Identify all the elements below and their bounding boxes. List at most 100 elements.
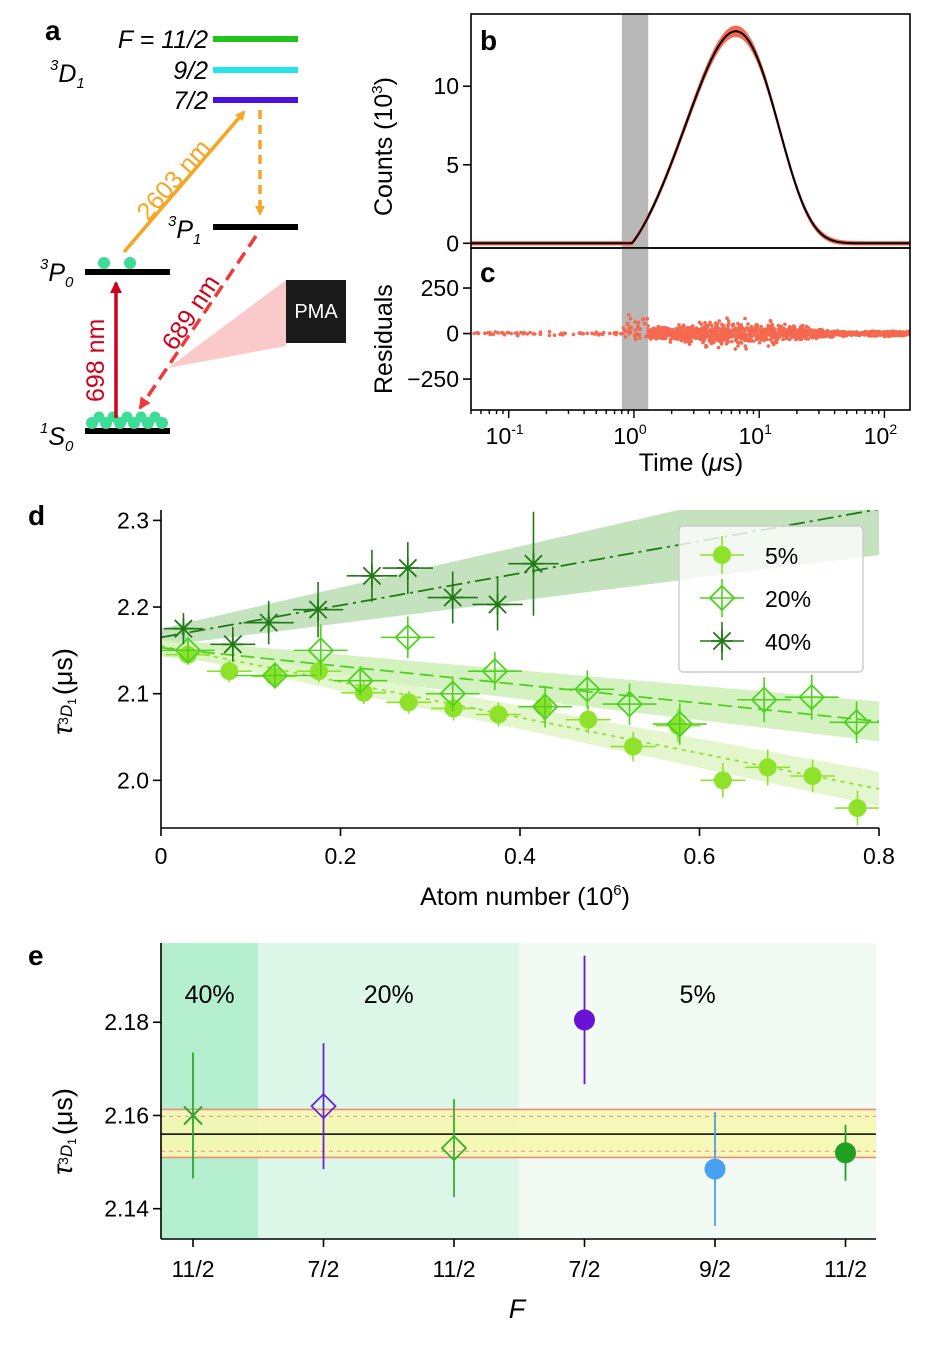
residual-point — [677, 326, 682, 330]
residual-point — [807, 332, 811, 337]
residual-point — [669, 328, 673, 332]
chart-c-xtick-label: 10-1 — [486, 421, 524, 449]
residual-point — [786, 333, 790, 338]
residual-point — [682, 333, 686, 337]
residual-point — [633, 328, 637, 332]
data-marker — [174, 619, 193, 638]
residual-point — [693, 333, 697, 338]
data-marker — [183, 1105, 203, 1126]
data-marker — [310, 1092, 337, 1120]
residual-point — [704, 343, 708, 348]
residual-point — [645, 316, 650, 321]
legend-label: 40% — [765, 629, 811, 655]
residual-point — [601, 330, 606, 335]
data-marker — [488, 595, 507, 614]
chart-d-legend: 5% 20% 40% — [678, 525, 864, 673]
data-marker — [704, 1158, 726, 1180]
data-marker — [750, 686, 778, 714]
residual-point — [483, 331, 487, 336]
residual-point — [686, 332, 691, 337]
residual-point — [747, 330, 752, 335]
residual-point — [728, 329, 732, 334]
chart-d-ytick-label: 2.2 — [117, 594, 149, 620]
residual-point — [721, 324, 725, 329]
residual-point — [730, 339, 734, 344]
residual-point — [641, 317, 645, 322]
residual-point — [710, 323, 714, 328]
chart-d-series-40pct — [163, 511, 559, 662]
chart-e-region-label: 5% — [680, 981, 716, 1009]
data-marker — [354, 683, 373, 702]
data-marker — [848, 799, 867, 818]
residual-point — [858, 332, 862, 336]
transition-689-arrow — [138, 235, 258, 410]
residual-point — [746, 333, 751, 338]
label-f-9-2: 9/2 — [173, 57, 208, 85]
residual-point — [749, 324, 754, 329]
residual-point — [615, 331, 619, 335]
chart-e-lifetime-by-f: e 40% 20% 5% 2.14 2.16 2.18 11/2 7/2 11/2 7/2 9/2… — [28, 940, 876, 1324]
residual-point — [636, 320, 641, 325]
data-point — [341, 681, 387, 705]
residual-point — [846, 332, 850, 337]
chart-e-ytick-label: 2.18 — [104, 1009, 149, 1035]
residual-point — [710, 327, 714, 331]
residual-point — [561, 333, 565, 337]
data-marker — [574, 1009, 595, 1031]
residual-point — [833, 329, 838, 334]
residual-point — [668, 340, 673, 344]
data-marker — [362, 566, 382, 586]
residual-point — [739, 341, 744, 345]
residual-point — [740, 332, 745, 336]
residual-point — [750, 330, 755, 335]
residual-point — [646, 324, 650, 328]
pma-label: PMA — [294, 301, 338, 323]
residual-point — [680, 336, 684, 341]
residual-point — [656, 335, 661, 339]
data-marker — [223, 635, 243, 654]
residual-point — [899, 330, 904, 335]
residual-point — [770, 333, 774, 338]
legend-label: 5% — [765, 543, 798, 569]
residual-point — [642, 321, 647, 326]
residual-point — [608, 331, 612, 336]
data-point — [292, 581, 344, 638]
residual-point — [638, 336, 642, 340]
residual-point — [776, 323, 781, 328]
residual-point — [768, 318, 773, 323]
chart-d-series-5pct — [165, 644, 879, 826]
chart-d-xtick-label: 0.6 — [684, 843, 716, 869]
residual-point — [612, 331, 616, 336]
label-f-7-2: 7/2 — [173, 87, 208, 115]
residual-point — [672, 336, 676, 340]
residual-point — [750, 339, 754, 343]
chart-e-point — [310, 1043, 337, 1170]
data-point — [560, 670, 615, 709]
data-point — [784, 674, 839, 720]
residual-point — [633, 320, 638, 324]
chart-b-ytick-label: 5 — [446, 152, 459, 178]
panel-label-c: c — [480, 257, 496, 288]
residual-point — [879, 332, 883, 337]
label-3p0: 3P0 — [40, 256, 74, 291]
chart-c-xtick-label: 101 — [738, 421, 772, 449]
residual-point — [590, 331, 594, 336]
chart-c-ytick-label: 0 — [446, 321, 459, 347]
residual-point — [661, 331, 666, 335]
residual-point — [687, 342, 692, 347]
residual-point — [704, 323, 708, 328]
residual-point — [804, 324, 809, 329]
chart-e-xtick-label: 9/2 — [699, 1256, 731, 1282]
residual-point — [513, 331, 518, 335]
residual-point — [476, 331, 481, 336]
residual-point — [741, 336, 745, 341]
residual-point — [690, 328, 695, 332]
residual-point — [755, 331, 760, 336]
residual-point — [647, 331, 651, 336]
transition-2603-arrow — [122, 110, 246, 254]
chart-d-xtick-label: 0.4 — [504, 843, 536, 869]
data-marker — [835, 1142, 856, 1164]
residual-point — [623, 335, 628, 339]
residual-point — [712, 338, 716, 342]
residual-point — [621, 331, 625, 336]
